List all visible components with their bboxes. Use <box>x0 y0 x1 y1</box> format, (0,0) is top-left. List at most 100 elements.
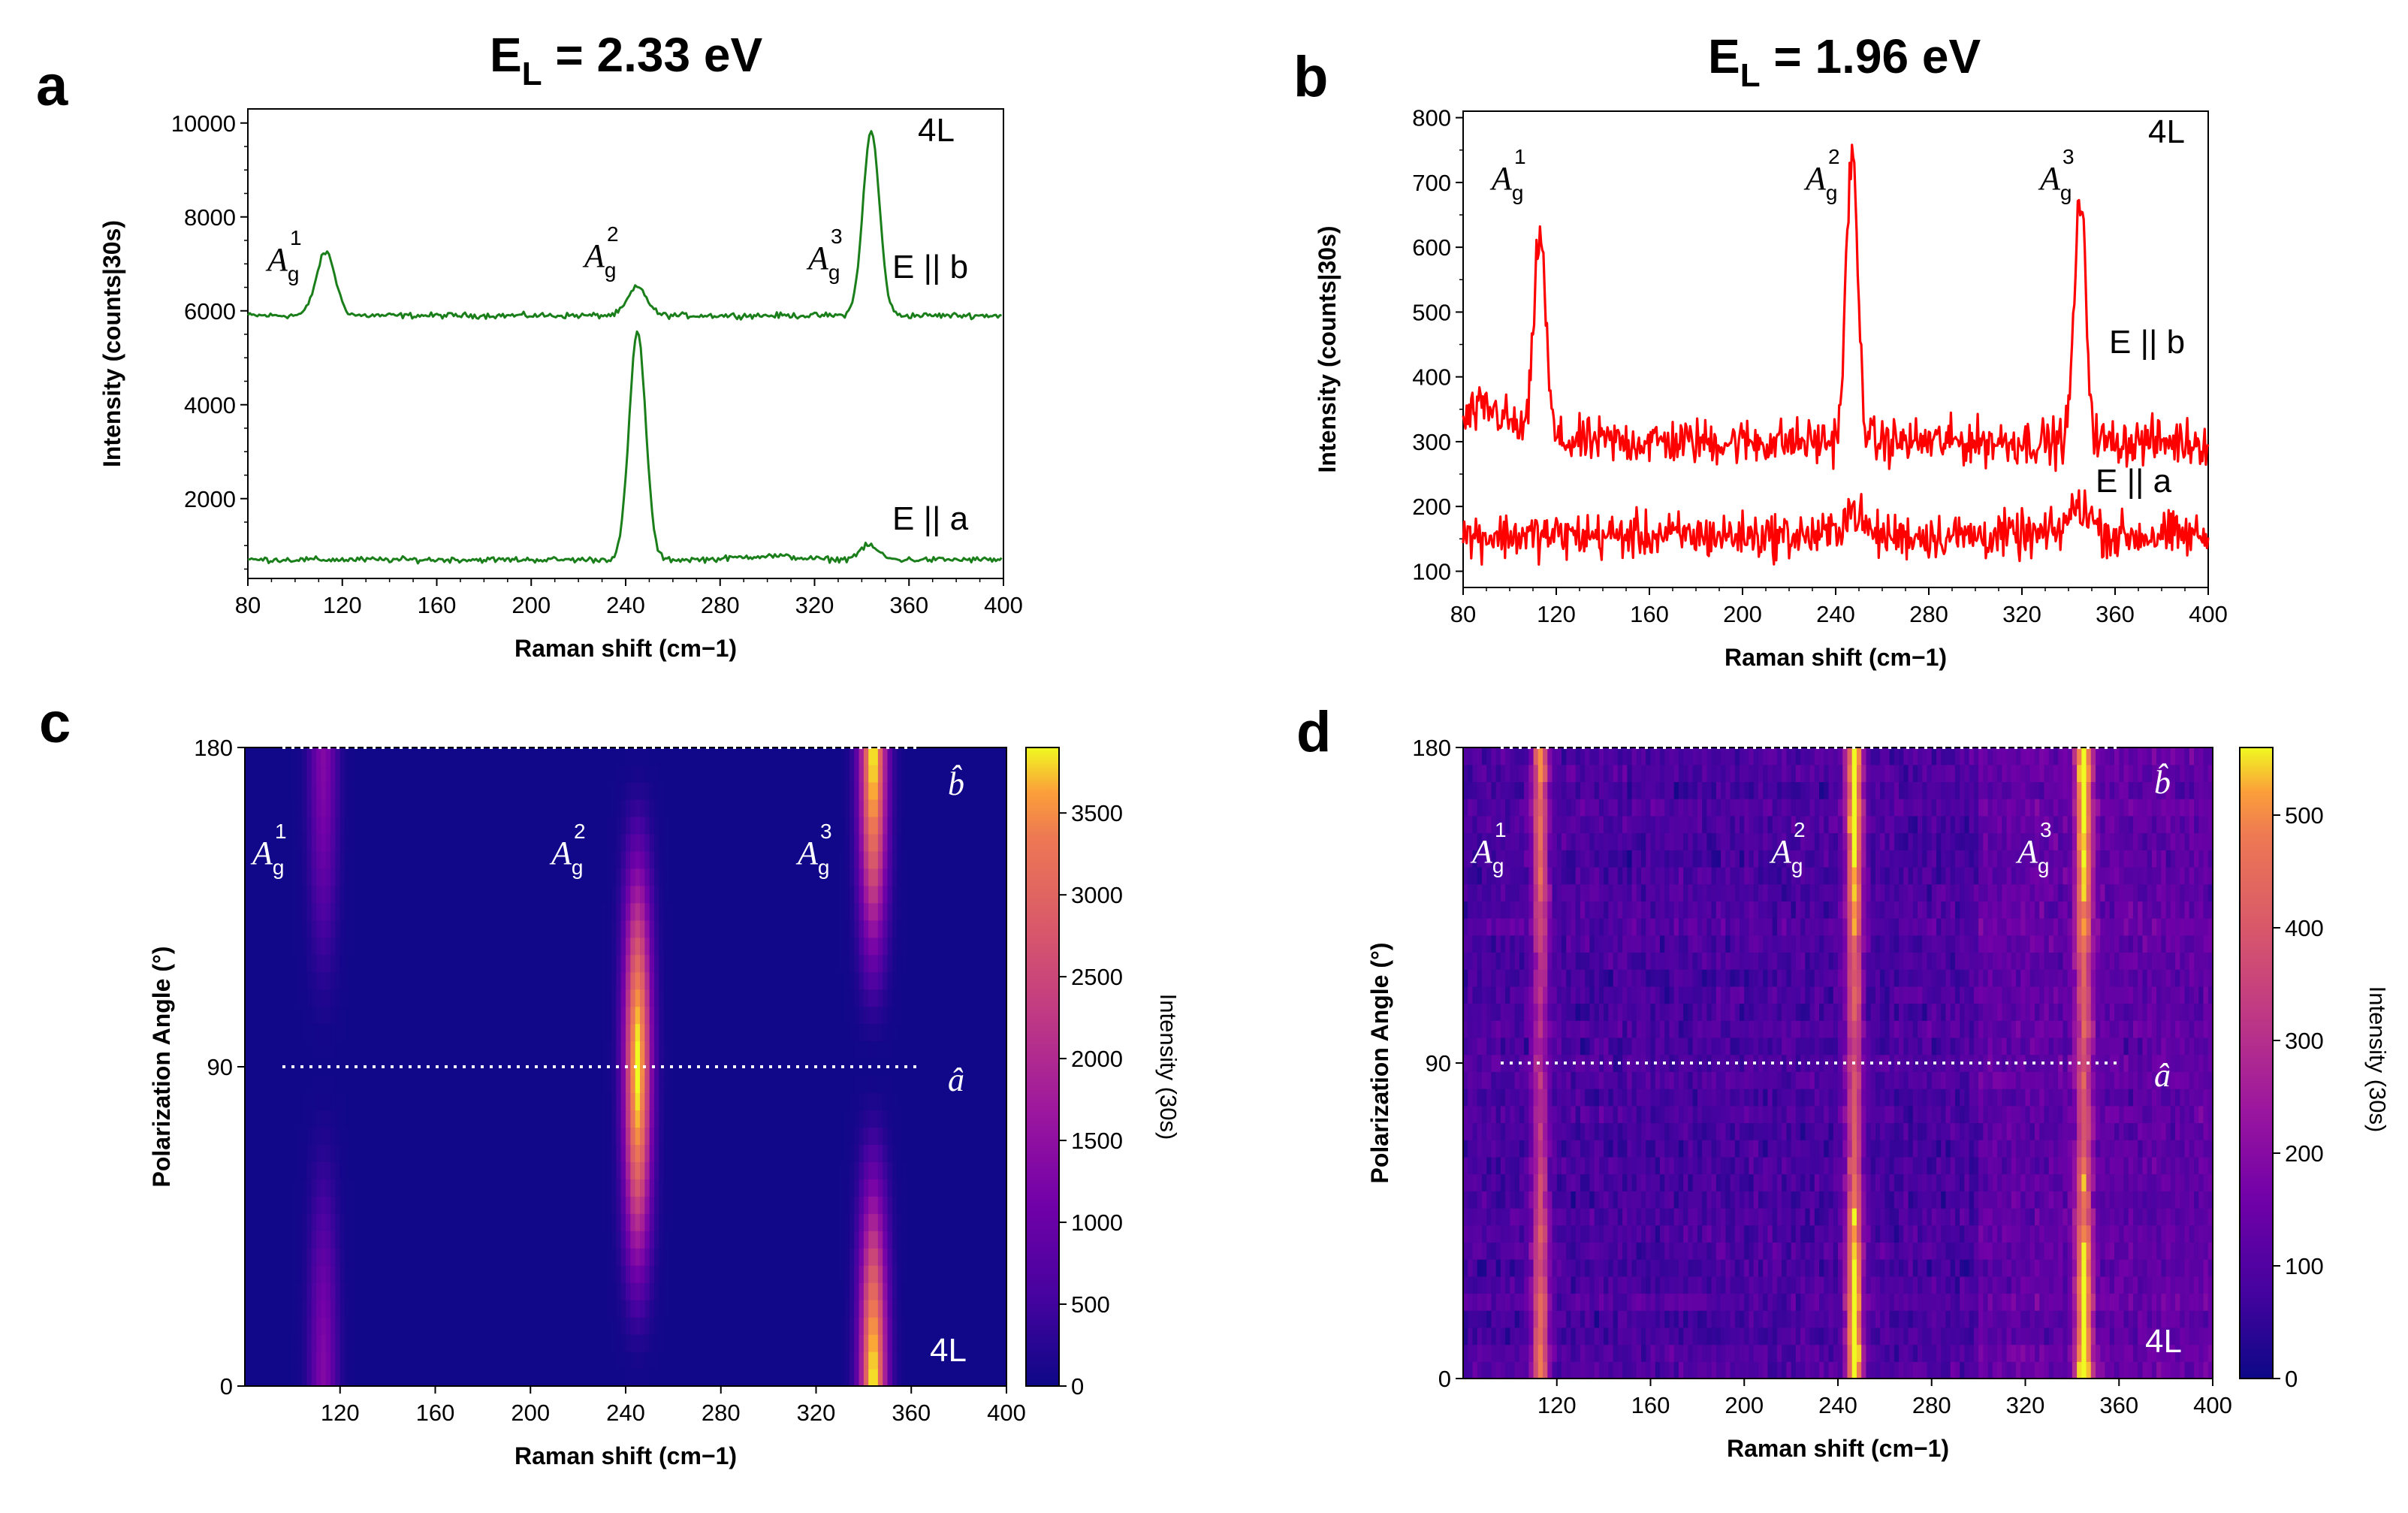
heatmap-cell-c <box>720 1144 726 1162</box>
heatmap-cell-c <box>830 971 836 990</box>
heatmap-cell-c <box>787 1127 793 1145</box>
heatmap-cell-c <box>620 1161 626 1179</box>
heatmap-cell-c <box>402 1040 408 1059</box>
heatmap-cell-c <box>492 1231 498 1249</box>
heatmap-cell-c <box>264 1092 270 1111</box>
heatmap-cell-c <box>973 954 979 973</box>
heatmap-cell-c <box>392 1265 398 1283</box>
heatmap-cell-c <box>620 920 626 938</box>
heatmap-cell-c <box>292 1058 298 1077</box>
heatmap-cell-c <box>749 920 755 938</box>
heatmap-cell-c <box>811 868 817 886</box>
heatmap-cell-c <box>245 1317 250 1335</box>
heatmap-cell-c <box>345 954 351 973</box>
heatmap-cell-c <box>797 1040 803 1059</box>
heatmap-cell-c <box>445 1213 451 1231</box>
heatmap-cell-c <box>697 850 702 869</box>
heatmap-cell-c <box>368 850 374 869</box>
heatmap-cell-c <box>568 1213 574 1231</box>
heatmap-cell-c <box>335 1351 341 1370</box>
heatmap-cell-c <box>345 920 351 938</box>
heatmap-cell-c <box>254 850 260 869</box>
heatmap-cell-c <box>354 937 360 956</box>
heatmap-cell-c <box>449 1075 455 1094</box>
heatmap-cell-c <box>825 1231 831 1249</box>
heatmap-cell-c <box>487 1248 493 1266</box>
heatmap-cell-c <box>816 1196 822 1214</box>
heatmap-cell-c <box>630 885 636 904</box>
heatmap-cell-c <box>963 971 969 990</box>
heatmap-cell-c <box>768 1334 774 1352</box>
heatmap-cell-c <box>288 885 293 904</box>
heatmap-cell-c <box>920 902 926 921</box>
heatmap-cell-c <box>644 1127 650 1145</box>
heatmap-cell-c <box>364 1179 370 1197</box>
heatmap-cell-c <box>773 1231 779 1249</box>
heatmap-cell-c <box>516 1144 522 1162</box>
heatmap-cell-c <box>306 1369 312 1387</box>
heatmap-cell-c <box>730 1282 736 1300</box>
heatmap-cell-c <box>454 1179 460 1197</box>
heatmap-cell-c <box>735 1127 741 1145</box>
heatmap-cell-c <box>535 1369 541 1387</box>
heatmap-cell-c <box>539 1334 545 1352</box>
heatmap-cell-c <box>663 1023 669 1042</box>
heatmap-cell-c <box>997 971 1003 990</box>
heatmap-cell-c <box>545 868 551 886</box>
heatmap-cell-c <box>930 1161 936 1179</box>
heatmap-cell-c <box>820 920 826 938</box>
heatmap-cell-c <box>901 1334 907 1352</box>
heatmap-cell-c <box>659 885 665 904</box>
heatmap-cell-c <box>925 1179 931 1197</box>
heatmap-cell-c <box>840 1127 846 1145</box>
heatmap-cell-c <box>278 937 284 956</box>
heatmap-cell-c <box>368 1023 374 1042</box>
heatmap-cell-c <box>773 920 779 938</box>
heatmap-cell-c <box>530 1110 536 1128</box>
heatmap-cell-c <box>754 1317 760 1335</box>
heatmap-cell-c <box>368 1334 374 1352</box>
heatmap-cell-c <box>777 954 783 973</box>
heatmap-cell-c <box>273 1334 279 1352</box>
heatmap-cell-c <box>858 1127 865 1145</box>
heatmap-cell-c <box>654 1282 659 1300</box>
heatmap-cell-c <box>949 1144 955 1162</box>
heatmap-cell-c <box>259 1265 264 1283</box>
heatmap-cell-c <box>726 1023 732 1042</box>
heatmap-cell-c <box>925 971 931 990</box>
heatmap-cell-c <box>858 1075 865 1094</box>
heatmap-cell-c <box>397 1248 403 1266</box>
heatmap-cell-c <box>649 1196 655 1214</box>
heatmap-cell-c <box>706 1110 712 1128</box>
heatmap-cell-c <box>606 1231 612 1249</box>
heatmap-cell-c <box>834 1040 840 1059</box>
heatmap-cell-c <box>654 989 659 1007</box>
heatmap-cell-c <box>521 1179 527 1197</box>
heatmap-cell-c <box>288 1196 293 1214</box>
heatmap-cell-c <box>997 1213 1003 1231</box>
heatmap-cell-c <box>568 1248 574 1266</box>
heatmap-cell-c <box>906 1351 912 1370</box>
heatmap-cell-c <box>659 1179 665 1197</box>
heatmap-cell-c <box>720 937 726 956</box>
heatmap-cell-c <box>554 1300 560 1318</box>
heatmap-cell-c <box>364 1351 370 1370</box>
heatmap-cell-c <box>982 1282 988 1300</box>
heatmap-cell-c <box>735 954 741 973</box>
heatmap-cell-c <box>973 1351 979 1370</box>
heatmap-cell-c <box>911 920 917 938</box>
heatmap-cell-c <box>997 1351 1003 1370</box>
heatmap-cell-c <box>535 1231 541 1249</box>
heatmap-cell-c <box>582 971 588 990</box>
heatmap-cell-c <box>930 920 936 938</box>
heatmap-cell-c <box>644 1092 650 1111</box>
heatmap-cell-c <box>973 1317 979 1335</box>
heatmap-cell-c <box>987 1144 993 1162</box>
heatmap-cell-c <box>949 868 955 886</box>
heatmap-cell-c <box>916 1023 922 1042</box>
heatmap-cell-c <box>259 989 264 1007</box>
heatmap-cell-c <box>278 1196 284 1214</box>
heatmap-cell-c <box>630 971 636 990</box>
heatmap-cell-c <box>840 1351 846 1370</box>
